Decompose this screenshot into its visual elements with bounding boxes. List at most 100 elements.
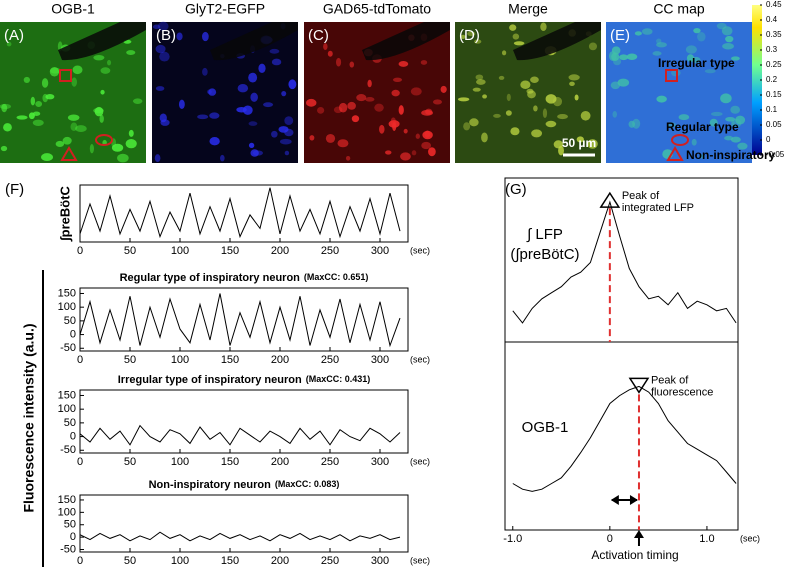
x-tick-label: 300: [371, 245, 389, 257]
x-unit: (sec): [410, 456, 430, 466]
cell: [392, 122, 397, 131]
cell: [248, 72, 258, 83]
cell: [415, 133, 420, 139]
cell: [42, 93, 49, 103]
trace: [512, 385, 737, 492]
cell: [501, 50, 507, 56]
cell: [704, 69, 716, 74]
roi-marker: [59, 69, 72, 82]
cell: [533, 105, 538, 112]
y-tick-label: 0: [70, 531, 76, 543]
trace-label: (∫preBötC): [510, 246, 579, 263]
x-tick-label: 150: [221, 245, 239, 257]
y-tick-label: 50: [64, 315, 76, 327]
cell: [505, 110, 512, 116]
x-tick-label: 300: [371, 354, 389, 366]
y-tick-label: -50: [60, 543, 76, 555]
cell: [587, 139, 598, 149]
x-tick-label: 0: [77, 245, 83, 257]
y-tick-label: 0: [70, 328, 76, 340]
cell: [667, 122, 677, 128]
cell: [513, 41, 525, 46]
cell: [385, 150, 392, 155]
cell: [70, 122, 78, 131]
cell: [345, 156, 351, 161]
x-unit: (sec): [410, 354, 430, 364]
x-tick-label: 200: [271, 456, 289, 468]
cell: [94, 106, 104, 117]
cell: [100, 67, 111, 74]
image-title: GAD65-tdTomato: [323, 1, 431, 17]
cell: [202, 67, 208, 76]
cell: [611, 46, 621, 55]
x-tick-label: 150: [221, 555, 239, 567]
x-tick-label: 300: [371, 456, 389, 468]
cell: [35, 101, 43, 108]
trace: [512, 200, 737, 324]
cell: [335, 57, 342, 67]
peak-marker: [628, 377, 650, 394]
peak-marker: [599, 191, 621, 208]
cell: [411, 150, 417, 156]
annotation: Non-inspiratory: [686, 148, 776, 162]
cell: [724, 135, 734, 141]
trace-label: OGB-1: [522, 419, 569, 436]
cell: [558, 145, 564, 156]
cell: [349, 61, 355, 68]
cell: [62, 136, 72, 145]
cell: [237, 84, 249, 93]
panel-label: (E): [610, 27, 630, 44]
cell: [721, 26, 733, 36]
chart-title: Regular type of inspiratory neuron (MaxCC…: [120, 272, 369, 284]
cell: [460, 34, 466, 39]
y-tick-label: -50: [60, 444, 76, 456]
x-tick-label: 200: [271, 354, 289, 366]
x-unit: (sec): [410, 245, 430, 255]
cell: [288, 79, 297, 90]
title-text: Irregular type of inspiratory neuron: [118, 374, 302, 386]
roi-marker: [671, 134, 689, 146]
cell: [159, 51, 170, 62]
y-tick-label: 150: [58, 287, 76, 299]
x-tick-label: 100: [171, 456, 189, 468]
cell: [716, 22, 727, 30]
electrode: [513, 22, 601, 61]
cell: [71, 77, 77, 87]
cell: [269, 48, 280, 54]
cell: [510, 127, 520, 136]
cell: [236, 107, 247, 113]
annotation: Regular type: [666, 120, 739, 134]
cell: [305, 98, 317, 107]
cell: [284, 150, 290, 156]
cell: [735, 115, 746, 125]
peak-label: integrated LFP: [622, 202, 694, 214]
cell: [220, 154, 225, 162]
cell: [1, 103, 8, 113]
cell: [403, 128, 408, 134]
cell: [617, 78, 630, 87]
title-text: Regular type of inspiratory neuron: [120, 272, 301, 284]
cell: [367, 79, 372, 88]
colorbar-tick-label: 0.35: [766, 30, 782, 39]
cell: [611, 52, 620, 62]
cell: [588, 42, 598, 51]
cell: [475, 74, 484, 81]
cell: [398, 60, 409, 67]
title-maxcc: (MaxCC: 0.083): [275, 479, 340, 489]
cell: [730, 119, 735, 127]
cell: [420, 60, 428, 65]
image-title: Merge: [508, 1, 548, 17]
cell: [392, 77, 403, 82]
cell: [250, 149, 259, 157]
cell: [691, 138, 697, 146]
cell: [628, 120, 636, 128]
peak-label: Peak of: [622, 190, 660, 202]
cell: [365, 97, 375, 102]
cell: [258, 63, 266, 74]
x-tick-label: 0: [77, 555, 83, 567]
cell: [325, 133, 336, 143]
trace-label: ∫ LFP: [526, 226, 563, 243]
cell: [152, 24, 161, 30]
roi-marker: [60, 146, 78, 161]
cell: [568, 74, 580, 81]
